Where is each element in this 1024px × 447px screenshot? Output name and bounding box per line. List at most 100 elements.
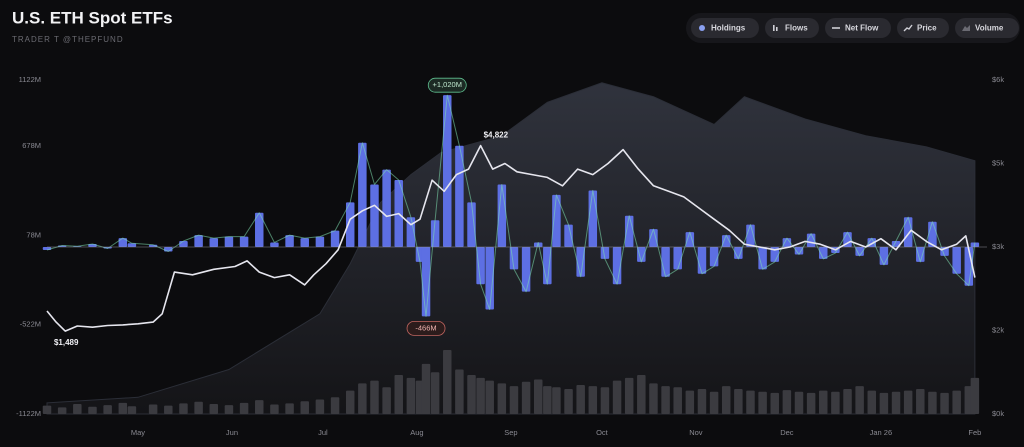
x-tick-label: Oct: [596, 428, 609, 437]
volume-bar: [57, 407, 67, 414]
flow-bar: [330, 230, 340, 247]
flow-bar: [255, 212, 264, 247]
flow-bar: [285, 235, 294, 247]
flow-bar: [382, 169, 391, 247]
volume-bar: [637, 375, 646, 414]
chart-title: U.S. ETH Spot ETFs: [12, 8, 173, 27]
flow-bar: [358, 142, 367, 247]
volume-bar: [940, 392, 949, 414]
legend-icon: [962, 25, 970, 31]
volume-bar: [576, 385, 585, 414]
legend-button[interactable]: Volume: [955, 18, 1019, 38]
flow-bar: [721, 235, 731, 247]
volume-bar: [315, 399, 325, 414]
flow-bar: [406, 217, 416, 247]
legend-button[interactable]: Net Flow: [825, 18, 891, 38]
x-tick-label: Dec: [780, 428, 794, 437]
flow-bar: [443, 95, 452, 247]
volume-bar: [843, 388, 852, 414]
flow-bar: [564, 224, 573, 247]
flow-bar: [952, 247, 961, 274]
value-label-pill: [406, 320, 446, 336]
y-tick-label: -522M: [20, 320, 41, 329]
flow-bar: [794, 247, 804, 255]
x-tick-label: Nov: [689, 428, 703, 437]
volume-bar: [564, 388, 573, 414]
legend-label[interactable]: Flows: [785, 24, 808, 33]
flow-bar: [819, 247, 828, 259]
flow-bar: [521, 247, 531, 292]
volume-bar: [509, 386, 519, 414]
volume-bar: [697, 388, 707, 414]
volume-bar: [443, 349, 452, 414]
flow-bar: [300, 238, 309, 247]
flow-bar: [127, 243, 137, 247]
volume-bar: [612, 380, 622, 414]
price-line: [46, 144, 976, 332]
legend-label[interactable]: Price: [917, 24, 937, 33]
volume-bar: [370, 380, 379, 414]
volume-bar: [485, 380, 494, 414]
legend-button[interactable]: Price: [897, 18, 949, 38]
value-label-pill: [427, 77, 467, 93]
flow-bar: [370, 184, 379, 247]
flow-bar: [855, 247, 864, 256]
volume-bar: [73, 403, 82, 414]
volume-bar: [164, 405, 173, 414]
y2-tick-label: $6k: [992, 75, 1004, 84]
flow-bar: [879, 247, 889, 265]
volume-bar: [649, 383, 658, 414]
flow-bar: [673, 247, 682, 270]
flow-bar: [552, 194, 561, 247]
volume-bar: [624, 377, 634, 414]
y-tick-label: 1122M: [19, 75, 41, 84]
legend-button-bg[interactable]: [691, 18, 759, 38]
price-label: $1,489: [54, 338, 79, 347]
volume-bar: [194, 401, 203, 414]
legend-button-bg[interactable]: [825, 18, 891, 38]
legend-icon: [773, 25, 775, 31]
volume-bar: [42, 405, 52, 414]
volume-bar: [782, 390, 792, 414]
flow-bar: [179, 241, 188, 247]
value-label: +1,020M: [433, 80, 462, 89]
volume-bar: [521, 381, 531, 414]
volume-bar: [127, 406, 137, 414]
x-tick-label: Jun: [226, 428, 238, 437]
x-tick-label: Jan 26: [870, 428, 893, 437]
x-tick-label: Feb: [968, 428, 981, 437]
volume-bar: [285, 403, 294, 414]
flow-bar: [239, 236, 249, 247]
y2-tick-label: $3k: [992, 242, 1004, 251]
legend-button[interactable]: Flows: [765, 18, 819, 38]
legend-button-bg[interactable]: [955, 18, 1019, 38]
volume-bar: [476, 377, 485, 414]
flow-bar: [916, 247, 925, 262]
flow-bar: [600, 247, 610, 259]
value-label: -466M: [415, 323, 436, 332]
flow-bar: [467, 202, 476, 247]
legend-label[interactable]: Volume: [975, 24, 1004, 33]
legend-button-bg[interactable]: [897, 18, 949, 38]
volume-bar: [88, 406, 97, 414]
volume-bar: [673, 387, 682, 414]
volume-bar: [758, 391, 767, 414]
volume-bar: [891, 391, 901, 414]
volume-bar: [721, 386, 731, 414]
flow-bar: [709, 247, 719, 267]
volume-bar: [345, 390, 355, 414]
volume-bar: [358, 383, 367, 414]
volume-bar: [224, 405, 234, 414]
legend-button-bg[interactable]: [765, 18, 819, 38]
legend-label[interactable]: Holdings: [711, 24, 746, 33]
volume-bar: [421, 363, 431, 414]
volume-bar: [330, 397, 340, 414]
volume-bar: [600, 387, 610, 414]
legend-icon: [776, 27, 778, 31]
legend-label[interactable]: Net Flow: [845, 24, 879, 33]
volume-bar: [455, 369, 464, 414]
legend-button[interactable]: Holdings: [691, 18, 759, 38]
volume-bar: [103, 405, 112, 414]
